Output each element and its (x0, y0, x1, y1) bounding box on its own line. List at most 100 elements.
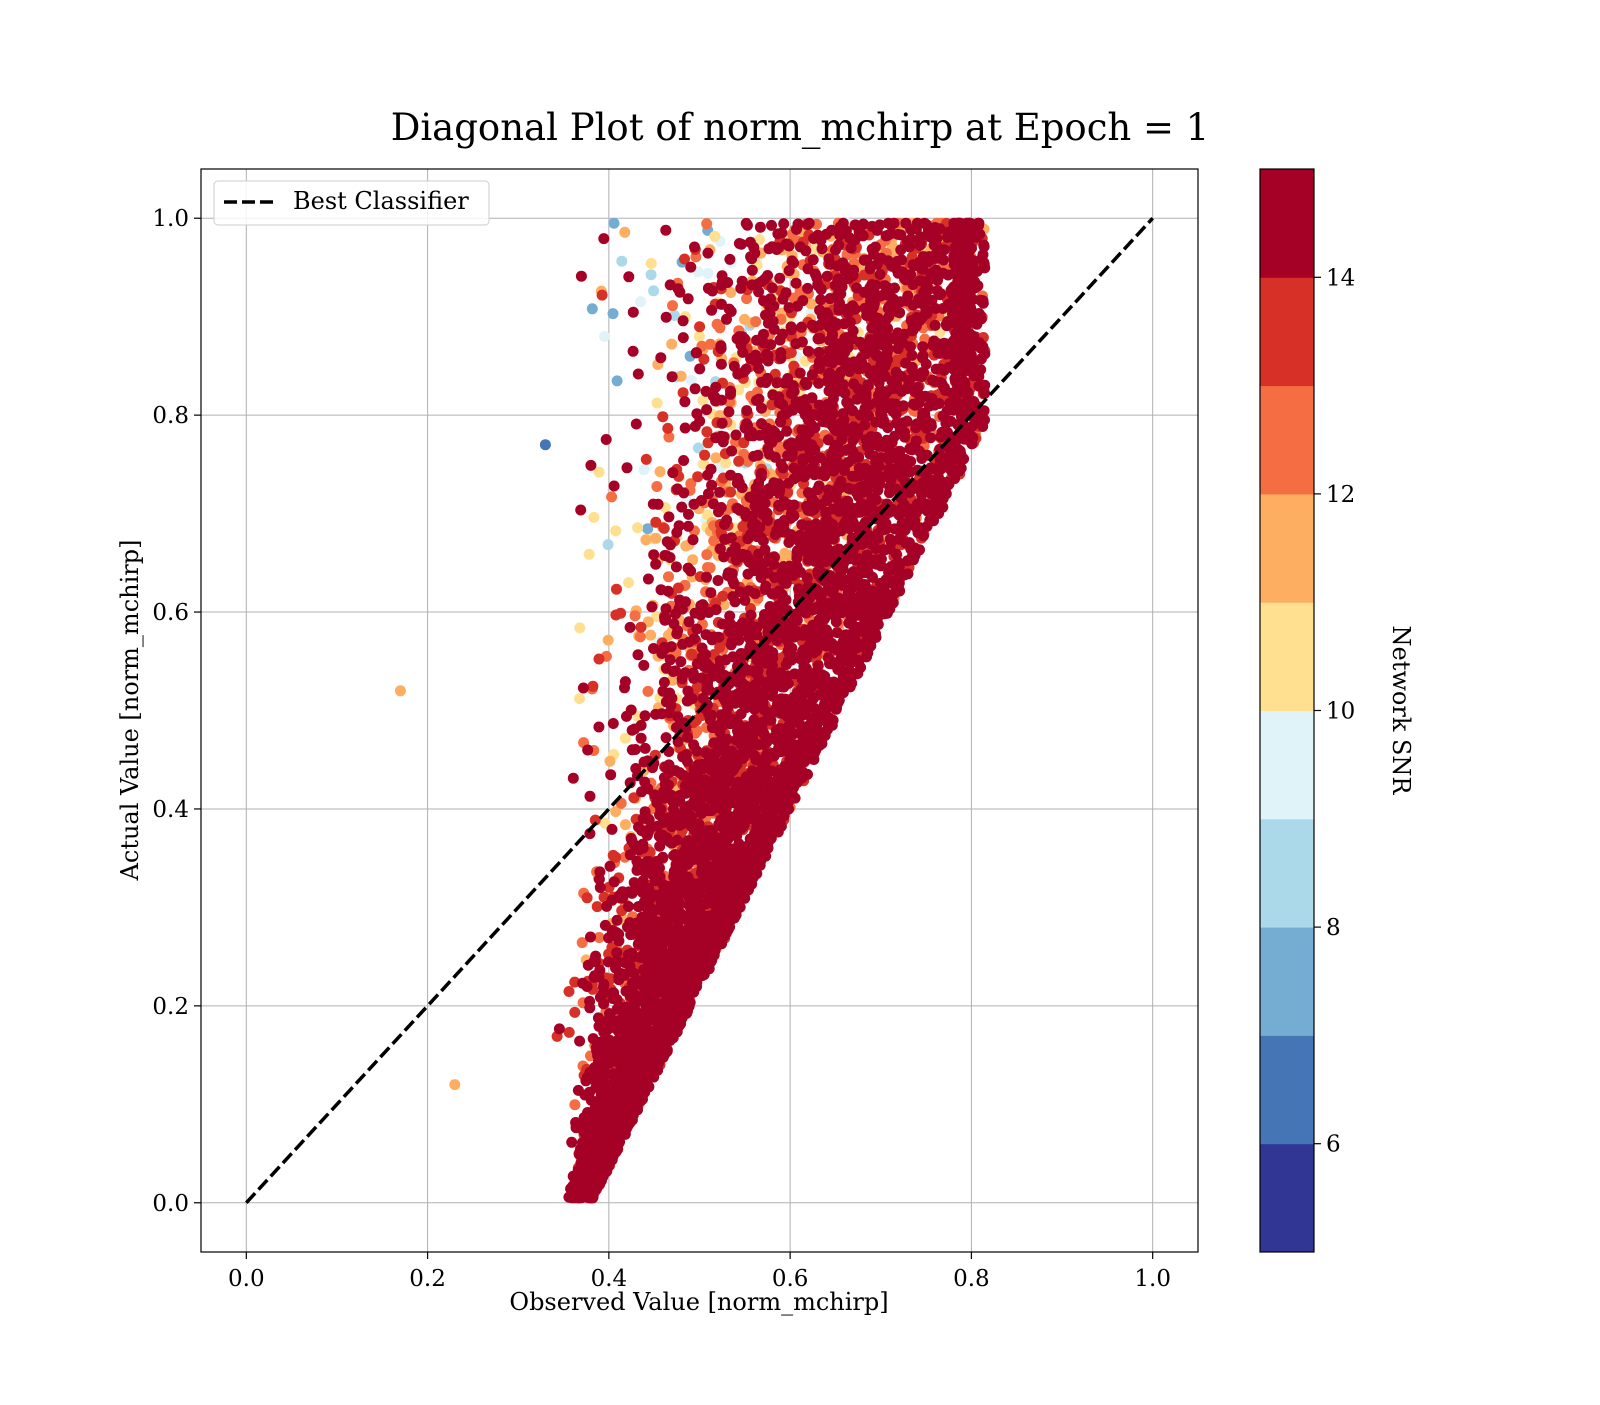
scatter-point (710, 382, 721, 393)
scatter-point (716, 280, 727, 291)
scatter-point (848, 378, 859, 389)
scatter-point (640, 534, 651, 545)
scatter-point (633, 369, 644, 380)
scatter-point (717, 418, 728, 429)
scatter-point (663, 511, 674, 522)
scatter-point (646, 269, 657, 280)
scatter-point (605, 769, 616, 780)
scatter-point (812, 280, 823, 291)
scatter-point (917, 341, 928, 352)
scatter-point (636, 733, 647, 744)
scatter-point (582, 892, 593, 903)
scatter-point (691, 347, 702, 358)
scatter-point (726, 446, 737, 457)
scatter-point (702, 562, 713, 573)
scatter-point (601, 434, 612, 445)
scatter-point (620, 819, 631, 830)
scatter-point (675, 656, 686, 667)
scatter-point (611, 584, 622, 595)
scatter-point (713, 506, 724, 517)
scatter-point (713, 632, 724, 643)
scatter-point (731, 430, 742, 441)
scatter-point (605, 861, 616, 872)
scatter-point (646, 258, 657, 269)
scatter-point (641, 454, 652, 465)
scatter-point (609, 218, 620, 229)
scatter-point (646, 601, 657, 612)
scatter-point (635, 631, 646, 642)
scatter-point (689, 242, 700, 253)
scatter-point (725, 287, 736, 298)
scatter-point (724, 254, 735, 265)
scatter-point (661, 603, 672, 614)
scatter-point (807, 369, 818, 380)
scatter-point (564, 986, 575, 997)
scatter-point (625, 622, 636, 633)
scatter-point (640, 743, 651, 754)
scatter-point (825, 293, 836, 304)
scatter-point (840, 345, 851, 356)
scatter-point (784, 241, 795, 252)
scatter-point (685, 262, 696, 273)
chart-title: Diagonal Plot of norm_mchirp at Epoch = … (391, 106, 1210, 150)
scatter-point (716, 359, 727, 370)
scatter-point (605, 756, 616, 767)
scatter-point (703, 283, 714, 294)
scatter-point (784, 265, 795, 276)
scatter-point (582, 745, 593, 756)
scatter-point (671, 561, 682, 572)
scatter-point (610, 525, 621, 536)
scatter-point (636, 622, 647, 633)
scatter-point (659, 615, 670, 626)
scatter-point (926, 295, 937, 306)
scatter-point (706, 305, 717, 316)
scatter-point (663, 571, 674, 582)
scatter-point (974, 229, 985, 240)
scatter-point (610, 610, 621, 621)
scatter-point (661, 732, 672, 743)
scatter-point (733, 456, 744, 467)
scatter-point (710, 452, 721, 463)
scatter-point (606, 491, 617, 502)
scatter-point (616, 256, 627, 267)
scatter-point (796, 322, 807, 333)
scatter-point (720, 458, 731, 469)
scatter-point (655, 466, 666, 477)
scatter-point (925, 432, 936, 443)
scatter-point (721, 515, 732, 526)
scatter-point (652, 398, 663, 409)
scatter-point (810, 269, 821, 280)
scatter-point (742, 220, 753, 231)
scatter-point (702, 248, 713, 259)
scatter-point (702, 268, 713, 279)
scatter-point (603, 539, 614, 550)
scatter-point (630, 610, 641, 621)
scatter-point (749, 704, 760, 715)
scatter-point (654, 841, 665, 852)
scatter-point (678, 315, 689, 326)
scatter-point (667, 371, 678, 382)
scatter-point (608, 718, 619, 729)
scatter-point (623, 577, 634, 588)
scatter-point (846, 243, 857, 254)
scatter-point (706, 464, 717, 475)
scatter-point (569, 1007, 580, 1018)
scatter-point (739, 314, 750, 325)
scatter-point (694, 331, 705, 342)
scatter-point (643, 574, 654, 585)
scatter-point (587, 681, 598, 692)
scatter-point (650, 709, 661, 720)
scatter-point (569, 1099, 580, 1110)
scatter-point (713, 575, 724, 586)
scatter-point (648, 549, 659, 560)
scatter-point (822, 399, 833, 410)
scatter-point (756, 403, 767, 414)
scatter-point (657, 411, 668, 422)
scatter-point (822, 271, 833, 282)
scatter-point (758, 558, 769, 569)
scatter-point (619, 227, 630, 238)
scatter-point (643, 686, 654, 697)
scatter-point (694, 321, 705, 332)
scatter-point (765, 339, 776, 350)
